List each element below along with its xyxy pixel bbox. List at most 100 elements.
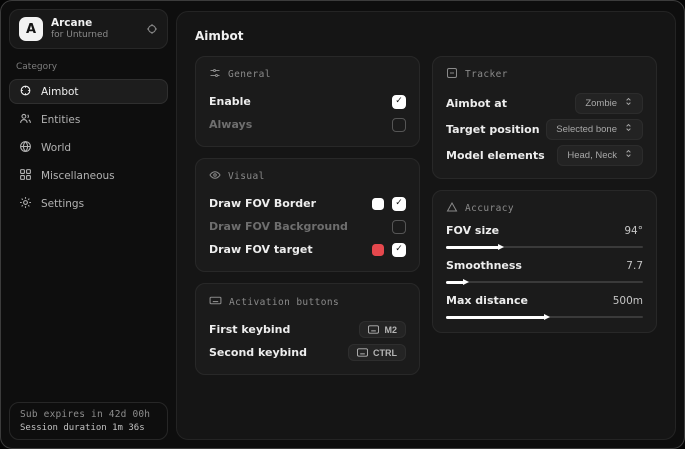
tracker-card-header: Tracker [446,67,643,82]
aimbot-at-select[interactable]: Zombie [575,92,643,114]
target-position-select[interactable]: Selected bone [546,118,643,140]
activation-card-header: Activation buttons [209,294,406,310]
keyboard-icon [368,325,380,334]
sidebar-item-settings[interactable]: Settings [9,191,168,216]
tracker-card: Tracker Aimbot at Zombie Target position [432,56,657,179]
setting-row-fov-target: Draw FOV target [209,238,406,261]
select-value: Selected bone [556,123,617,135]
category-label: Category [16,62,58,73]
first-keybind-button[interactable]: M2 [359,321,406,338]
setting-label: Enable [209,95,251,108]
activation-card: Activation buttons First keybind M2 Seco… [195,283,420,375]
setting-label: Aimbot at [446,96,507,110]
sliders-icon [209,67,221,82]
setting-row-aimbot-at: Aimbot at Zombie [446,90,643,116]
fov-size-value: 94° [624,224,643,237]
max-distance-value: 500m [612,294,643,307]
slider-head: Smoothness 7.7 [446,259,643,272]
setting-label: Max distance [446,294,528,307]
row-controls [372,196,406,211]
fov-border-checkbox[interactable] [392,196,406,211]
keyboard-icon [209,294,222,310]
fov-background-checkbox[interactable] [392,219,406,234]
sidebar-item-miscellaneous[interactable]: Miscellaneous [9,163,168,188]
setting-row-always: Always [209,113,406,136]
setting-row-enable: Enable [209,90,406,113]
slider-fill[interactable] [446,280,464,284]
unfold-icon [624,123,633,135]
setting-row-max-distance: Max distance 500m [446,294,643,319]
general-card-header: General [209,67,406,82]
brand-card: A Arcane for Unturned [9,9,168,50]
app-name: Arcane [51,17,93,29]
visual-card: Visual Draw FOV Border Draw FOV Backgrou… [195,158,420,272]
crosshair-icon [19,84,32,100]
slider-fill[interactable] [446,315,545,319]
right-column: Tracker Aimbot at Zombie Target position [432,56,657,386]
crosshair-icon[interactable] [146,23,158,35]
brand-text: Arcane for Unturned [51,17,138,41]
fov-target-color-swatch[interactable] [372,243,384,256]
session-duration-text: Session duration 1m 36s [20,423,145,433]
general-card-title: General [228,69,271,80]
unfold-icon [624,97,633,109]
eye-icon [209,169,221,184]
setting-row-smoothness: Smoothness 7.7 [446,259,643,284]
row-controls [392,219,406,234]
sidebar-item-label: Settings [41,197,85,210]
visual-card-header: Visual [209,169,406,184]
setting-row-fov-border: Draw FOV Border [209,192,406,215]
general-card: General Enable Always [195,56,420,147]
setting-row-first-keybind: First keybind M2 [209,318,406,341]
smoothness-slider[interactable] [446,280,643,284]
accuracy-card-header: Accuracy [446,201,643,216]
sidebar-item-label: Miscellaneous [41,169,115,182]
sidebar-item-world[interactable]: World [9,135,168,160]
sidebar-item-aimbot[interactable]: Aimbot [9,79,168,105]
page-title: Aimbot [195,29,244,43]
smoothness-value: 7.7 [626,259,643,272]
gear-icon [19,196,32,212]
enable-checkbox[interactable] [392,94,406,109]
setting-label: Target position [446,122,540,136]
setting-label: Draw FOV target [209,243,313,256]
slider-head: Max distance 500m [446,294,643,307]
main-panel: Aimbot General Enable [176,11,676,440]
always-checkbox[interactable] [392,117,406,132]
slider-fill[interactable] [446,245,500,249]
sidebar: A Arcane for Unturned Category Aimbot En… [1,1,176,448]
keybind-value: CTRL [373,347,397,358]
max-distance-slider[interactable] [446,315,643,319]
accuracy-card-title: Accuracy [465,203,514,214]
setting-row-fov-size: FOV size 94° [446,224,643,249]
visual-card-title: Visual [228,171,265,182]
setting-label: First keybind [209,323,291,336]
fov-border-color-swatch[interactable] [372,197,384,210]
frame-minus-icon [446,67,458,82]
sidebar-item-entities[interactable]: Entities [9,107,168,132]
setting-label: Always [209,118,253,131]
activation-card-title: Activation buttons [229,296,340,308]
setting-row-fov-background: Draw FOV Background [209,215,406,238]
setting-label: FOV size [446,224,500,237]
setting-row-model-elements: Model elements Head, Neck [446,142,643,168]
sidebar-spacer [9,219,168,402]
slider-head: FOV size 94° [446,224,643,237]
app-logo: A [19,17,43,42]
setting-label: Draw FOV Background [209,220,348,233]
setting-row-target-position: Target position Selected bone [446,116,643,142]
globe-icon [19,140,32,156]
sidebar-item-label: Entities [41,113,81,126]
columns: General Enable Always [187,56,665,386]
keybind-value: M2 [384,324,397,335]
fov-size-slider[interactable] [446,245,643,249]
sub-expiry-text: Sub expires in 42d 00h [20,409,151,420]
setting-label: Smoothness [446,259,522,272]
tracker-card-title: Tracker [465,69,508,80]
second-keybind-button[interactable]: CTRL [348,344,406,361]
model-elements-select[interactable]: Head, Neck [557,144,643,166]
accuracy-card: Accuracy FOV size 94° Smoothness [432,190,657,333]
setting-label: Model elements [446,148,545,162]
fov-target-checkbox[interactable] [392,242,406,257]
